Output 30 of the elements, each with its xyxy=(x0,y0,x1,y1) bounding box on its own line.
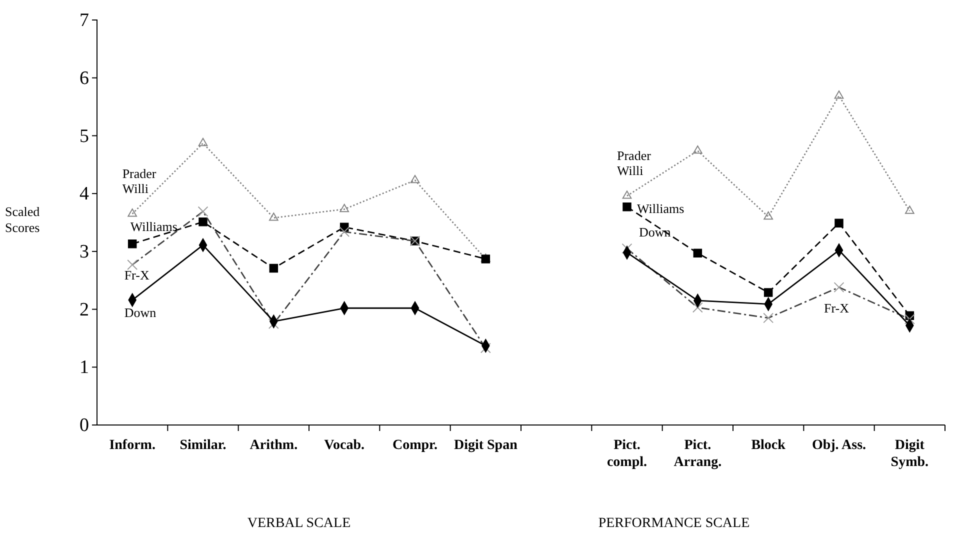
y-tick-label: 2 xyxy=(80,299,89,320)
x-tick-label: Arithm. xyxy=(250,438,298,453)
text: Down xyxy=(639,224,671,240)
y-tick-label: 6 xyxy=(80,68,89,89)
x-tick-label: Pict. Arrang. xyxy=(674,438,722,470)
y-tick-label: 1 xyxy=(80,357,89,378)
text: VERBAL SCALE xyxy=(247,516,351,531)
series-label: Williams xyxy=(637,200,684,216)
text: Williams xyxy=(130,218,178,234)
x-tick-label: Obj. Ass. xyxy=(812,438,866,453)
x-tick-label: Inform. xyxy=(109,438,156,453)
y-tick-label: 7 xyxy=(80,10,89,32)
y-tick-label: 3 xyxy=(80,242,89,263)
x-tick-label: Digit Span xyxy=(454,438,518,453)
y-axis-title: Scaled Scores xyxy=(5,204,40,235)
text: PERFORMANCE SCALE xyxy=(598,516,750,531)
y-tick-label: 4 xyxy=(80,184,90,205)
series-label: Fr-X xyxy=(124,268,150,283)
text: Fr-X xyxy=(824,300,850,316)
text: Prader Willi xyxy=(122,166,156,196)
series-label: Down xyxy=(124,305,157,320)
y-tick-label: 0 xyxy=(80,415,89,436)
x-tick-label: Similar. xyxy=(180,438,226,453)
x-tick-label: Compr. xyxy=(392,438,438,453)
x-tick-label: Pict. compl. xyxy=(606,438,648,470)
x-tick-label: Digit Symb. xyxy=(890,438,929,470)
series-label: Prader Willi xyxy=(617,148,652,178)
x-tick-label: Vocab. xyxy=(324,438,364,453)
x-tick-label: Block xyxy=(751,438,786,453)
y-tick-label: 5 xyxy=(80,126,89,147)
